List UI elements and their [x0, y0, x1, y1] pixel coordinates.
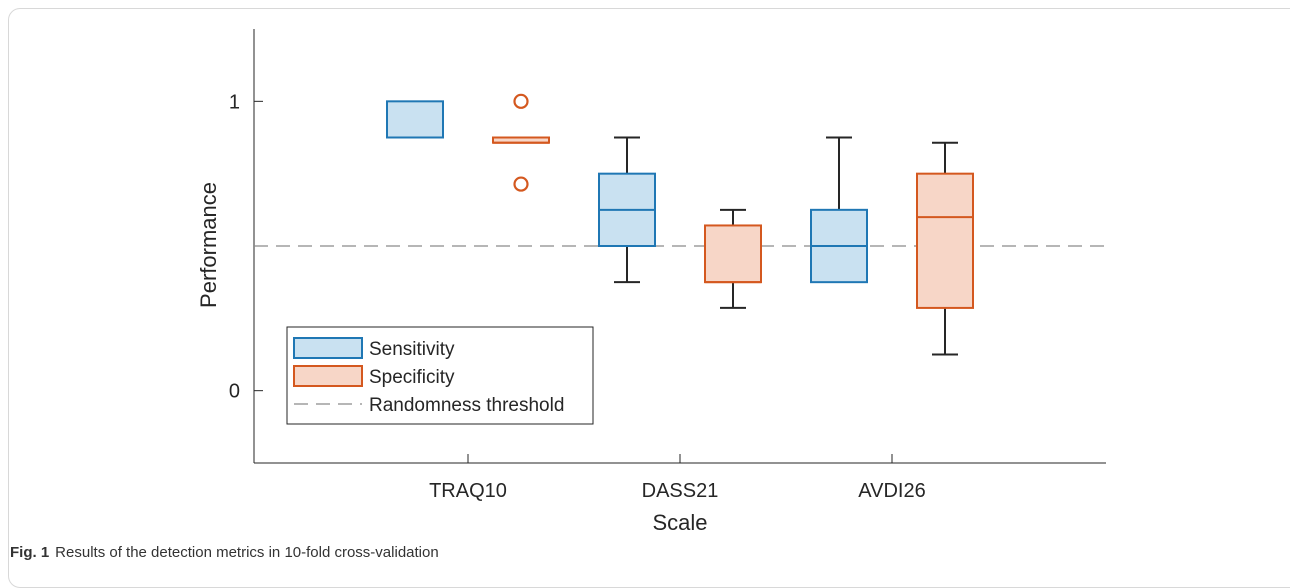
axes: 0 1 TRAQ10 DASS21 AVDI26: [229, 29, 1106, 502]
figure-caption: Fig. 1 Results of the detection metrics i…: [10, 544, 439, 561]
box-iqr: [386, 100, 444, 139]
legend-sensitivity: Sensitivity: [293, 337, 455, 360]
legend-label: Randomness threshold: [369, 395, 564, 416]
legend-specificity: Specificity: [293, 365, 455, 388]
box-sensitivity-avdi26: [810, 136, 868, 284]
legend-randomness-threshold: Randomness threshold: [294, 395, 564, 416]
outlier-point: [513, 176, 529, 192]
legend: Sensitivity Specificity Randomness thresho…: [286, 326, 594, 425]
outlier-point: [513, 93, 529, 109]
x-tick-label: DASS21: [642, 480, 719, 502]
figure-caption-text: Results of the detection metrics in 10-f…: [55, 544, 439, 561]
legend-label: Sensitivity: [369, 339, 455, 360]
y-axis-label: Performance: [196, 182, 221, 308]
x-axis-label: Scale: [652, 510, 707, 535]
legend-label: Specificity: [369, 367, 455, 388]
box-specificity-avdi26: [916, 141, 974, 356]
box-specificity-dass21: [704, 208, 762, 309]
y-tick-label: 0: [229, 381, 240, 403]
box-chart: 0 1 TRAQ10 DASS21 AVDI26 Performance Scale S…: [196, 29, 1106, 535]
x-tick-label: TRAQ10: [429, 480, 507, 502]
box-sensitivity-traq10: [386, 100, 444, 139]
boxes-layer: [386, 93, 974, 356]
box-specificity-traq10: [492, 93, 550, 192]
x-tick-label: AVDI26: [858, 480, 925, 502]
box-iqr: [916, 172, 974, 309]
figure-caption-label: Fig. 1: [10, 544, 50, 561]
legend-swatch: [293, 337, 363, 359]
y-tick-label: 1: [229, 91, 240, 113]
box-sensitivity-dass21: [598, 136, 656, 284]
legend-swatch: [293, 365, 363, 387]
box-iqr: [704, 224, 762, 284]
